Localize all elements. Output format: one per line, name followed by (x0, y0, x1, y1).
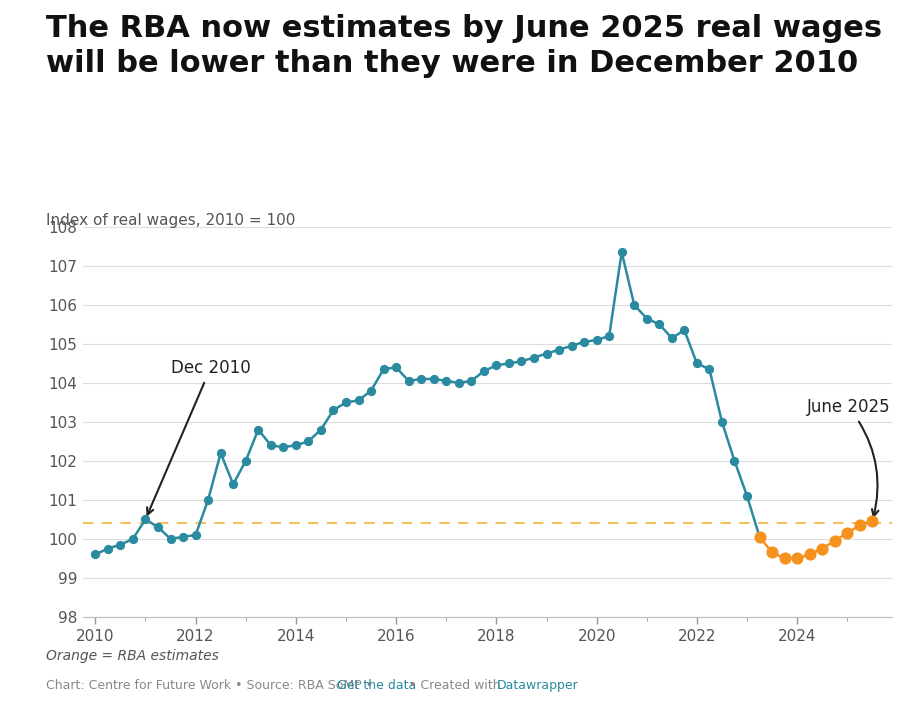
Point (726, 455, 741, 467)
Point (425, 374, 440, 385)
Point (113, 539, 128, 550)
Point (852, 520, 867, 531)
Point (125, 533, 140, 545)
Point (501, 358, 516, 369)
Point (752, 531, 766, 542)
Point (438, 375, 453, 386)
Text: Chart: Centre for Future Work • Source: RBA SoMP •: Chart: Centre for Future Work • Source: … (46, 679, 377, 692)
Point (151, 522, 165, 533)
Point (100, 543, 115, 554)
Point (739, 491, 754, 502)
Point (88, 549, 103, 560)
Point (639, 313, 653, 324)
Point (489, 359, 504, 371)
Point (826, 535, 841, 547)
Point (789, 553, 803, 564)
Point (363, 385, 378, 396)
Point (839, 527, 854, 539)
Point (701, 364, 716, 375)
Point (276, 442, 290, 453)
Point (514, 356, 528, 367)
Text: Dec 2010: Dec 2010 (147, 359, 250, 515)
Text: Datawrapper: Datawrapper (496, 679, 578, 692)
Point (163, 533, 177, 545)
Text: June 2025: June 2025 (806, 398, 890, 516)
Point (652, 318, 666, 330)
Point (188, 530, 203, 541)
Point (414, 374, 428, 385)
Point (526, 352, 540, 363)
Point (376, 364, 391, 375)
Point (401, 375, 415, 386)
Point (351, 395, 366, 406)
Point (551, 344, 566, 355)
Point (313, 424, 328, 435)
Text: • Created with: • Created with (405, 679, 505, 692)
Point (626, 299, 641, 311)
Point (225, 479, 240, 490)
Text: Get the data: Get the data (336, 679, 415, 692)
Point (213, 447, 228, 459)
Point (801, 549, 816, 560)
Point (601, 330, 616, 342)
Point (238, 455, 253, 467)
Point (814, 543, 829, 554)
Point (539, 348, 553, 359)
Point (676, 325, 691, 336)
Point (451, 377, 466, 389)
Point (777, 553, 791, 564)
Point (176, 531, 190, 542)
Point (688, 358, 703, 369)
Point (764, 547, 778, 558)
Point (325, 404, 340, 415)
Point (138, 514, 153, 525)
Point (752, 531, 766, 542)
Point (664, 333, 678, 344)
Point (263, 440, 278, 451)
Point (301, 435, 315, 447)
Point (289, 440, 303, 451)
Point (576, 336, 591, 347)
Point (864, 515, 879, 527)
Point (614, 247, 629, 258)
Point (389, 362, 403, 373)
Point (589, 335, 604, 346)
Point (463, 375, 478, 386)
Point (714, 416, 729, 428)
Point (251, 424, 266, 435)
Point (563, 340, 578, 352)
Text: Index of real wages, 2010 = 100: Index of real wages, 2010 = 100 (46, 213, 295, 228)
Point (200, 494, 215, 506)
Text: Orange = RBA estimates: Orange = RBA estimates (46, 649, 219, 663)
Text: The RBA now estimates by June 2025 real wages
will be lower than they were in De: The RBA now estimates by June 2025 real … (46, 14, 881, 78)
Point (476, 366, 491, 377)
Point (338, 397, 353, 408)
